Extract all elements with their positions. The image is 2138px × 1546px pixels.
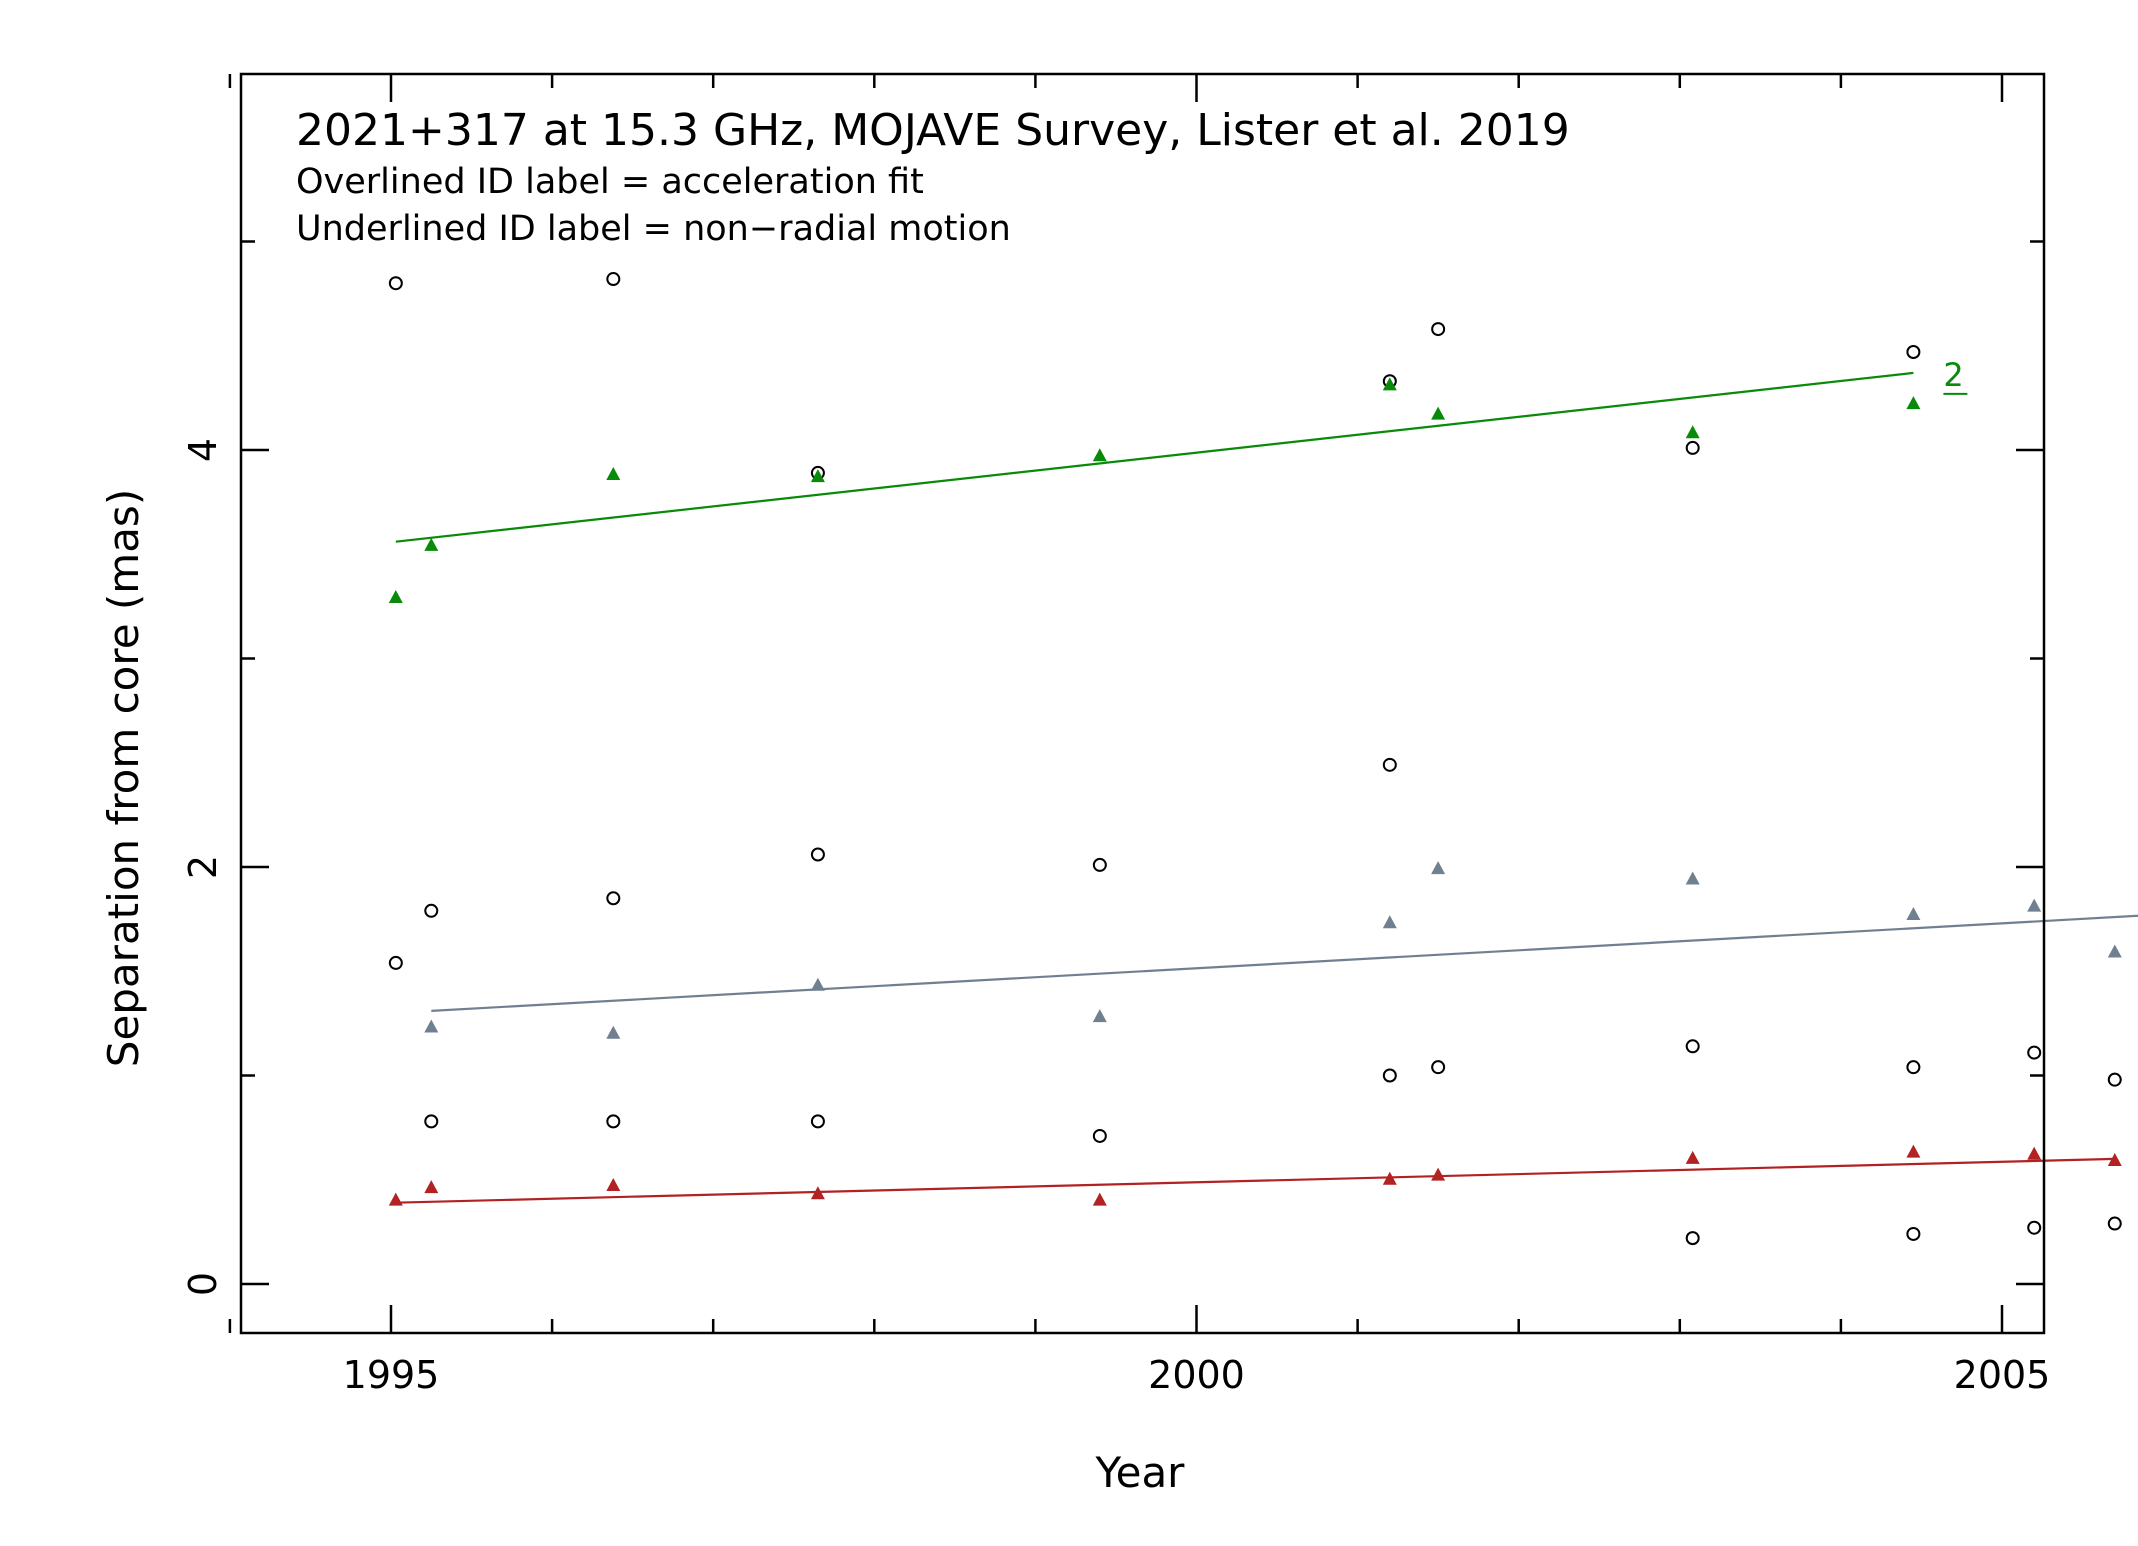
open-circle-point — [388, 276, 403, 291]
x-tick-label: 2000 — [1148, 1353, 1245, 1397]
triangle-point-6 — [1431, 1167, 1446, 1181]
open-circle-point — [606, 891, 621, 906]
open-circle-point — [1906, 1060, 1921, 1075]
triangle-point-2 — [1431, 406, 1446, 420]
triangle-point-6 — [424, 1180, 439, 1194]
y-tick-label: 4 — [181, 438, 225, 462]
triangle-point-6 — [1906, 1144, 1921, 1158]
open-circle-point — [1092, 857, 1107, 872]
triangle-point-2 — [810, 469, 825, 483]
fit-line-2 — [395, 371, 1914, 543]
open-circle-point — [1906, 1226, 1921, 1241]
open-circle-point — [1431, 322, 1446, 337]
triangle-point-4 — [2107, 944, 2122, 958]
triangle-point-4 — [1906, 907, 1921, 920]
open-circle-point — [1685, 440, 1700, 455]
triangle-point-6 — [810, 1186, 825, 1200]
open-circle-point — [388, 955, 403, 970]
open-circle-point — [2107, 1216, 2122, 1231]
triangle-point-2 — [388, 590, 403, 603]
chart-title: 2021+317 at 15.3 GHz, MOJAVE Survey, Lis… — [296, 105, 1570, 156]
triangle-point-6 — [606, 1178, 621, 1191]
open-circle-point — [2027, 1220, 2042, 1235]
triangle-point-2 — [1382, 377, 1397, 391]
triangle-point-2 — [1906, 396, 1921, 410]
triangle-point-6 — [388, 1192, 403, 1206]
open-circle-point — [424, 903, 439, 918]
open-circle-point — [1685, 1231, 1700, 1246]
open-circle-point — [810, 847, 825, 862]
open-circle-point — [606, 272, 621, 287]
triangle-point-4 — [606, 1025, 621, 1039]
triangle-point-6 — [1685, 1150, 1700, 1164]
plot-frame — [239, 72, 2046, 1335]
triangle-point-4 — [2027, 898, 2042, 912]
y-tick-label: 0 — [181, 1272, 225, 1296]
open-circle-point — [810, 1114, 825, 1129]
open-circle-point — [424, 1114, 439, 1129]
open-circle-point — [1382, 757, 1397, 772]
fit-line-6 — [395, 1157, 2115, 1204]
open-circle-point — [1382, 1068, 1397, 1083]
triangle-point-4 — [1092, 1009, 1107, 1023]
fit-line-4 — [431, 914, 2138, 1012]
open-circle-point — [2027, 1045, 2042, 1060]
x-tick-label: 2005 — [1954, 1353, 2051, 1397]
open-circle-point — [606, 1114, 621, 1129]
triangle-point-2 — [606, 467, 621, 480]
triangle-point-6 — [2027, 1146, 2042, 1160]
triangle-point-4 — [424, 1019, 439, 1033]
component-points — [388, 377, 2122, 1206]
triangle-point-2 — [1092, 448, 1107, 462]
x-tick-label: 1995 — [343, 1353, 440, 1397]
open-circle-point — [1431, 1060, 1446, 1075]
triangle-point-2 — [1685, 425, 1700, 439]
component-label-2: 2 — [1943, 356, 1963, 394]
component-labels: 246910118 — [1943, 356, 1968, 395]
triangle-point-4 — [1685, 871, 1700, 885]
y-axis-label: Separation from core (mas) — [99, 489, 148, 1067]
axis-tick-labels: 19952000200520102015024 — [181, 438, 2051, 1397]
open-circle-point — [1685, 1039, 1700, 1054]
triangle-point-4 — [1382, 915, 1397, 929]
open-circle-point — [2107, 1072, 2122, 1087]
triangle-point-4 — [1431, 861, 1446, 875]
y-tick-label: 2 — [181, 855, 225, 879]
triangle-point-6 — [1382, 1171, 1397, 1185]
chart-subtitle-line-1: Overlined ID label = acceleration fit — [296, 162, 924, 202]
x-axis-label: Year — [1095, 1448, 1186, 1497]
fit-lines — [395, 371, 2138, 1204]
triangle-point-4 — [810, 977, 825, 991]
open-circle-point — [1906, 345, 1921, 360]
chart-subtitle-line-2: Underlined ID label = non−radial motion — [296, 209, 1011, 249]
triangle-point-6 — [2107, 1153, 2122, 1166]
triangle-point-6 — [1092, 1192, 1107, 1206]
axis-ticks — [228, 74, 2044, 1333]
triangle-point-2 — [424, 537, 439, 551]
open-circle-point — [1092, 1128, 1107, 1143]
